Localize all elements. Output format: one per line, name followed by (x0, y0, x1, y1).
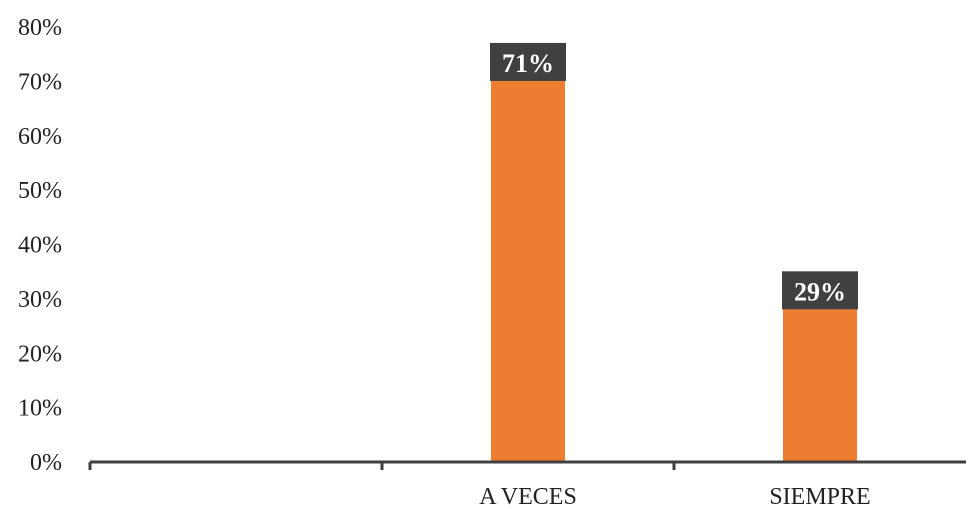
y-axis-ticks: 0% 10% 20% 30% 40% 50% 60% 70% 80% (18, 15, 62, 476)
y-tick-label: 40% (18, 233, 62, 259)
y-tick-label: 10% (18, 396, 62, 422)
data-label-box (490, 42, 566, 81)
data-label: 29% (794, 277, 846, 306)
y-tick-label: 20% (18, 341, 62, 367)
data-labels: 71% 29% (490, 42, 858, 310)
data-label: 71% (502, 49, 554, 78)
y-tick-label: 60% (18, 124, 62, 150)
y-tick-label: 80% (18, 15, 62, 41)
category-label: A VECES (479, 484, 577, 509)
y-tick-label: 0% (30, 450, 62, 476)
bar (783, 304, 857, 462)
y-tick-label: 30% (18, 287, 62, 313)
y-tick-label: 70% (18, 69, 62, 95)
data-label-box (782, 271, 858, 310)
category-labels: A VECES SIEMPRE (479, 484, 870, 509)
bar (491, 75, 565, 462)
category-label: SIEMPRE (769, 484, 870, 509)
y-tick-label: 50% (18, 178, 62, 204)
x-axis-tick-marks (88, 462, 676, 470)
bars (491, 75, 857, 462)
